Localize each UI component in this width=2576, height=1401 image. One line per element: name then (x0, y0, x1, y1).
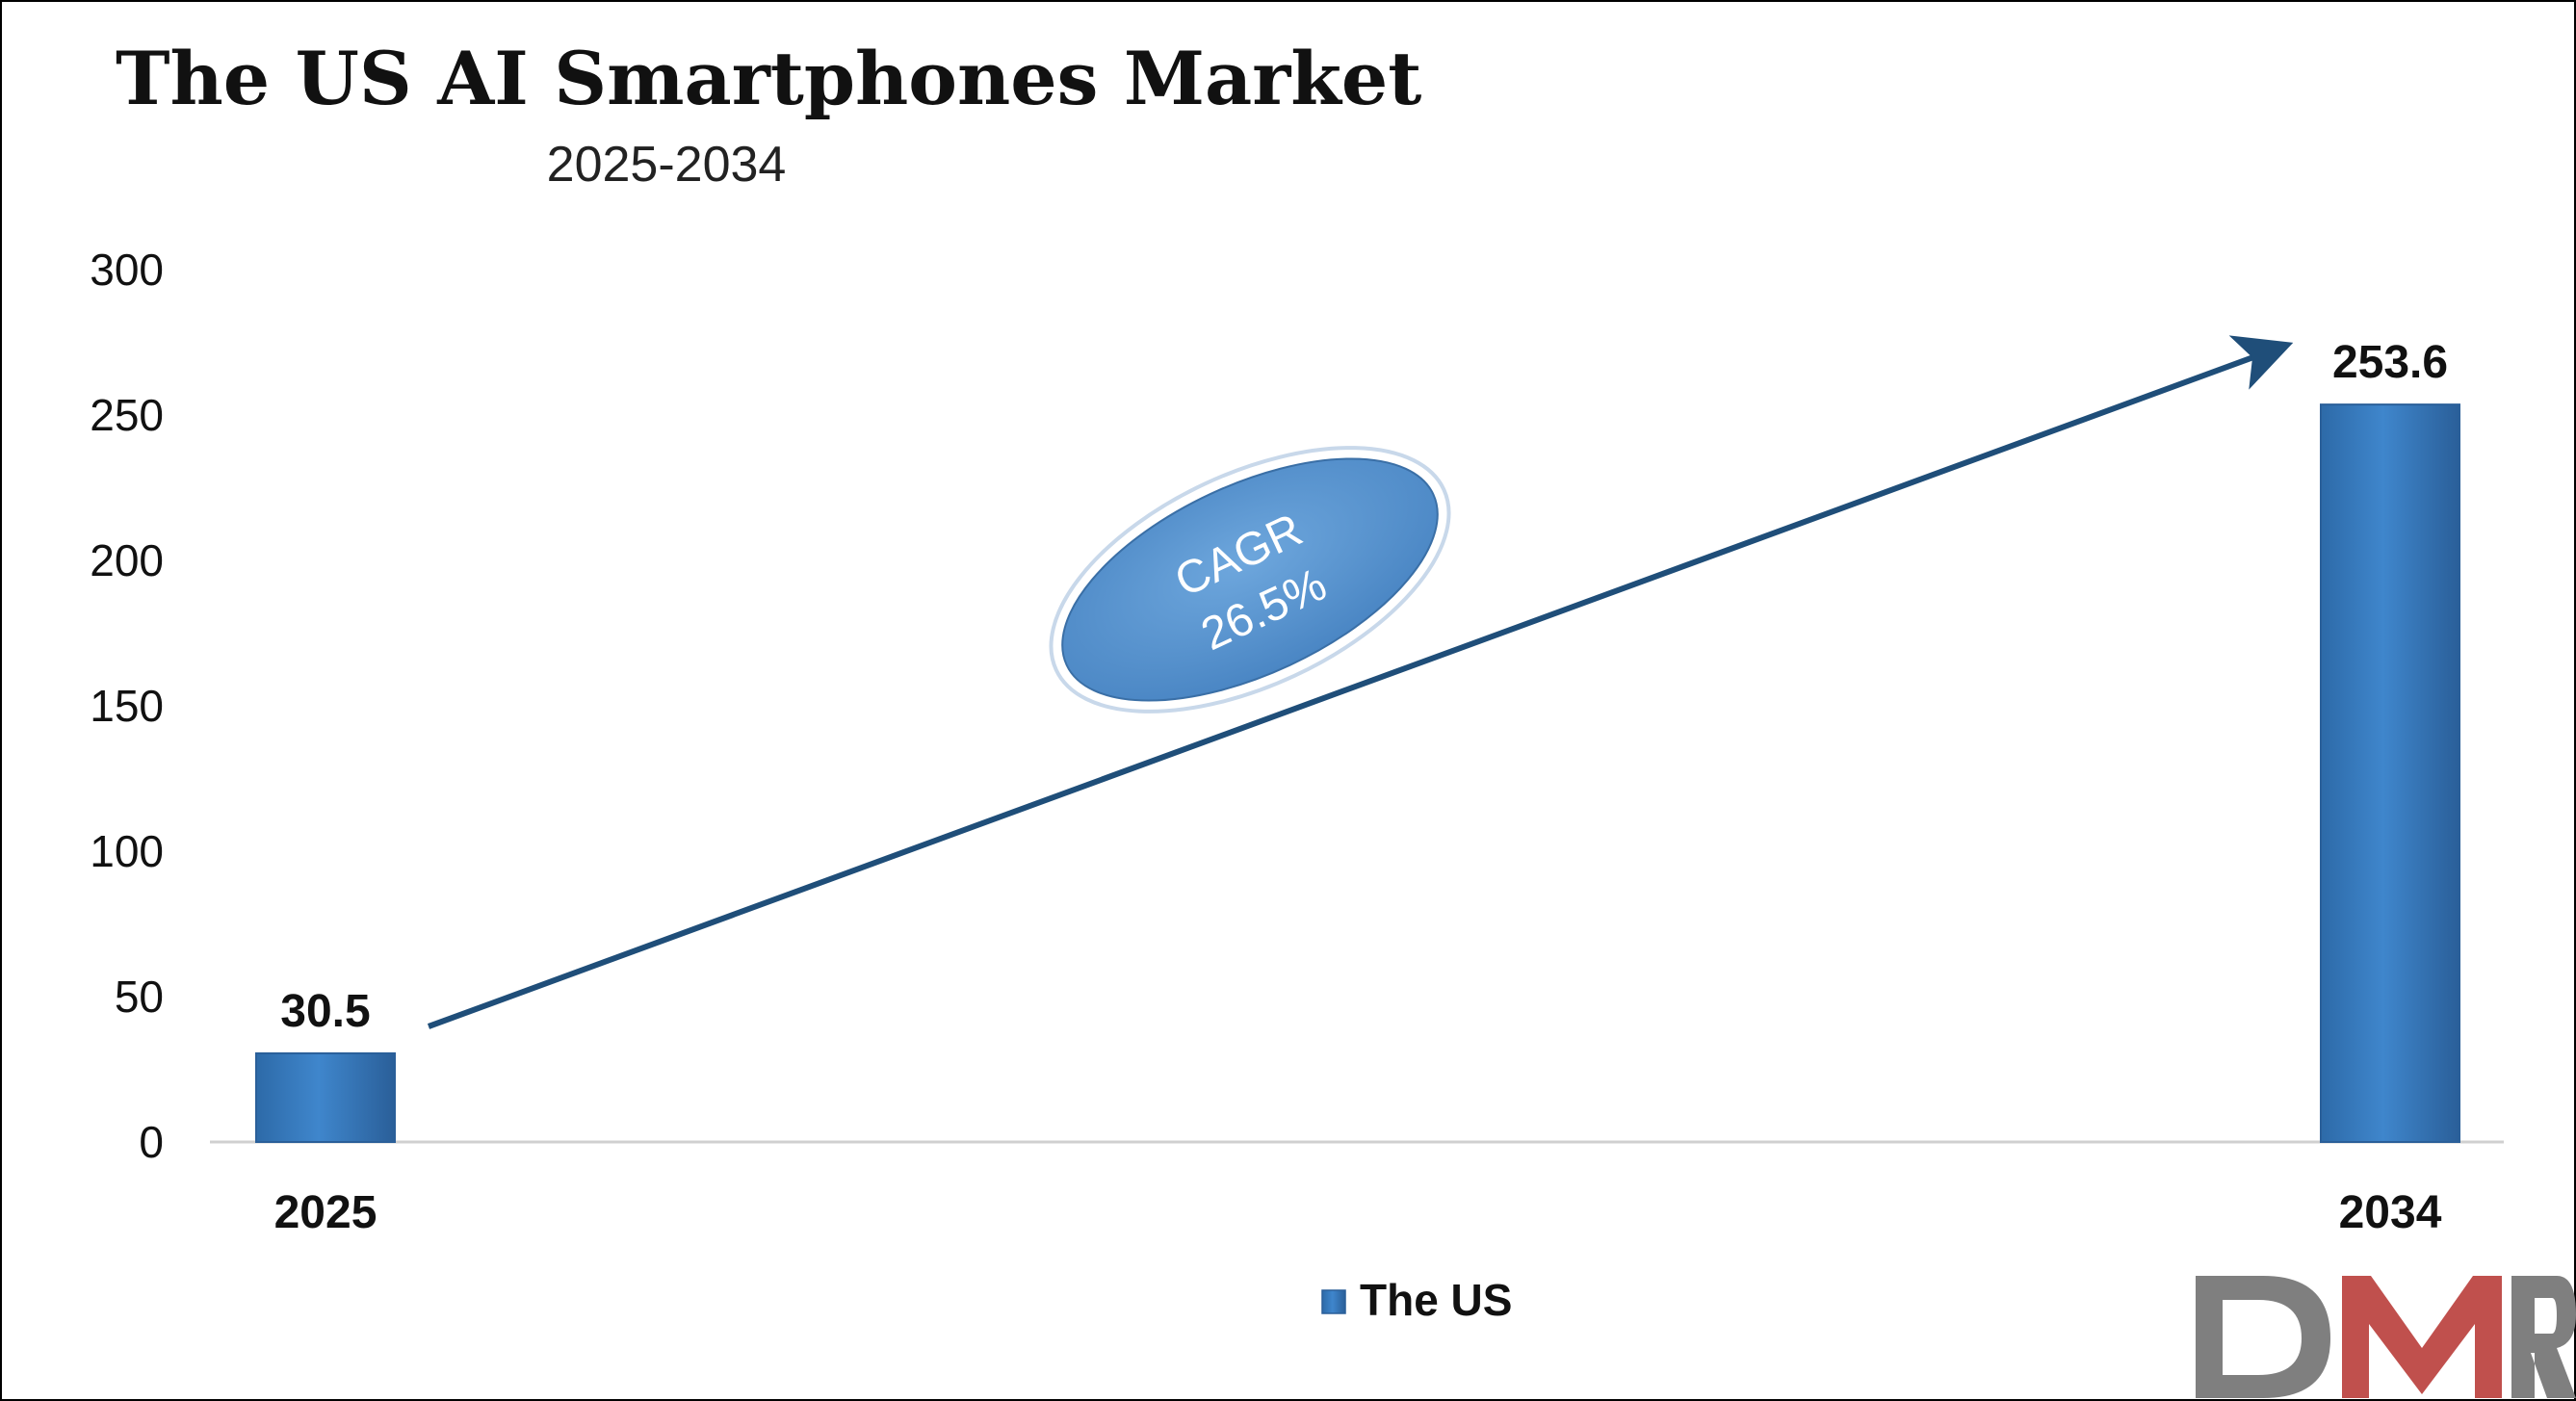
bar-series: 30.5 2025 253.6 2034 (255, 337, 2460, 1238)
y-tick-label: 250 (90, 390, 164, 440)
chart-title: The US AI Smartphones Market (116, 36, 1421, 121)
logo-letter-m (2342, 1276, 2502, 1398)
logo-letter-d (2196, 1276, 2330, 1398)
x-tick-label-2034: 2034 (2339, 1187, 2442, 1238)
y-tick-label: 200 (90, 535, 164, 585)
y-axis-tick-labels: 0 50 100 150 200 250 300 (90, 245, 164, 1167)
y-tick-label: 150 (90, 681, 164, 731)
dmr-logo (2196, 1276, 2576, 1398)
bar-2025 (255, 1051, 396, 1144)
chart-subtitle: 2025-2034 (547, 137, 787, 193)
data-label-2025: 30.5 (280, 986, 370, 1037)
logo-letter-r (2511, 1276, 2576, 1398)
legend-label: The US (1360, 1275, 1512, 1325)
legend: The US (1321, 1275, 1512, 1325)
y-tick-label: 50 (115, 972, 164, 1022)
y-tick-label: 100 (90, 826, 164, 876)
data-label-2034: 253.6 (2332, 337, 2448, 388)
cagr-badge: CAGR 26.5% (1049, 446, 1451, 713)
y-tick-label: 0 (139, 1117, 164, 1167)
x-tick-label-2025: 2025 (274, 1187, 377, 1238)
y-tick-label: 300 (90, 245, 164, 295)
legend-swatch (1321, 1289, 1346, 1314)
bar-2034 (2320, 403, 2460, 1143)
cagr-arrow (427, 335, 2294, 1029)
